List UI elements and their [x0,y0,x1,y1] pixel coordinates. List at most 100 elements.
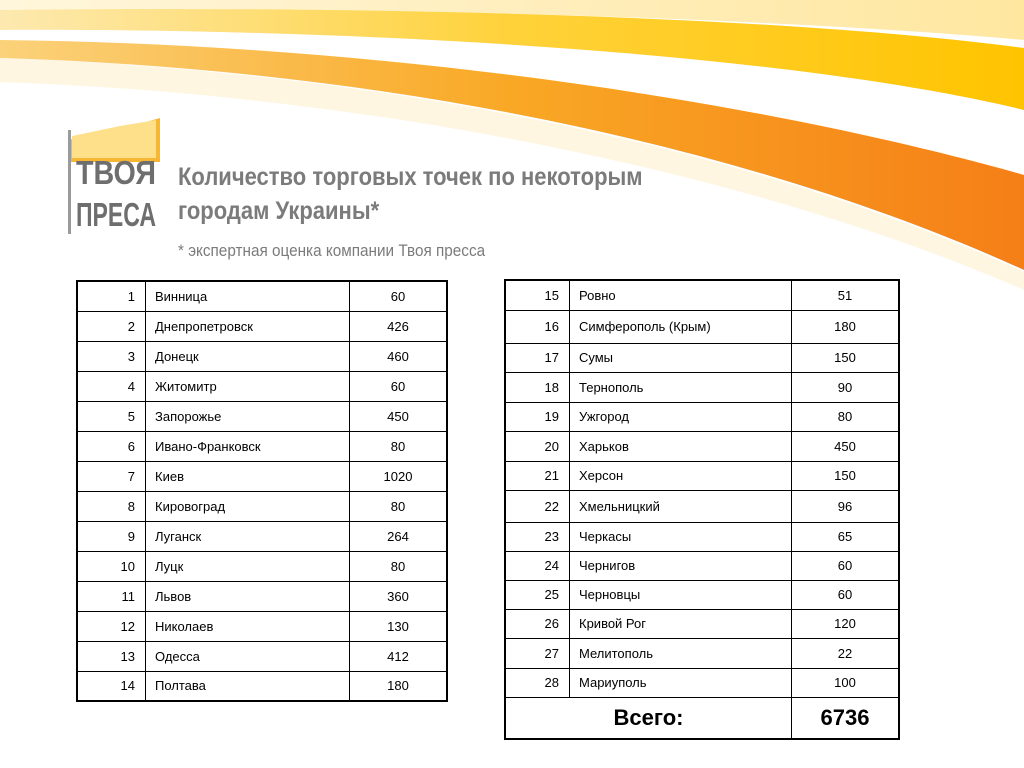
page-title: Количество торговых точек по некоторым г… [178,160,706,228]
outlet-count: 360 [349,580,448,612]
outlet-count: 412 [349,640,448,672]
outlet-count: 150 [791,460,900,491]
outlet-count: 130 [349,610,448,642]
row-number: 9 [76,520,146,552]
table-row: 12 Николаев 130 [76,610,448,642]
city-name: Николаев [145,610,350,642]
city-name: Львов [145,580,350,612]
table-row: 26 Кривой Рог 120 [504,608,900,639]
row-number: 27 [504,637,570,669]
outlet-count: 264 [349,520,448,552]
table-row: 14 Полтава 180 [76,670,448,702]
table-row: 15 Ровно 51 [504,279,900,311]
city-name: Киев [145,460,350,492]
table-row: 7 Киев 1020 [76,460,448,492]
outlet-count: 65 [791,521,900,552]
city-name: Ровно [569,279,792,311]
outlet-count: 100 [791,667,900,698]
row-number: 17 [504,342,570,373]
row-number: 6 [76,430,146,462]
city-name: Луцк [145,550,350,582]
row-number: 19 [504,401,570,432]
city-name: Черкасы [569,521,792,552]
row-number: 22 [504,489,570,523]
city-name: Чернигов [569,550,792,581]
city-name: Одесса [145,640,350,672]
row-number: 18 [504,371,570,403]
outlet-count: 22 [791,637,900,669]
row-number: 21 [504,460,570,491]
total-value: 6736 [791,696,900,740]
outlet-count: 60 [791,550,900,581]
table-row: 5 Запорожье 450 [76,400,448,432]
row-number: 16 [504,309,570,344]
row-number: 3 [76,340,146,372]
city-name: Мелитополь [569,637,792,669]
city-name: Житомитр [145,370,350,402]
city-name: Донецк [145,340,350,372]
outlet-count: 120 [791,608,900,639]
city-name: Харьков [569,430,792,462]
table-row: 23 Черкасы 65 [504,521,900,552]
table-row: 18 Тернополь 90 [504,371,900,403]
row-number: 24 [504,550,570,581]
logo-line1: ТВОЯ [76,154,156,191]
outlet-count: 80 [349,430,448,462]
city-name: Тернополь [569,371,792,403]
title-line-1: Количество торговых точек по некоторым [178,163,643,191]
outlet-count: 80 [349,550,448,582]
outlet-count: 60 [349,280,448,312]
title-line-2: городам Украины* [178,197,380,225]
city-name: Кировоград [145,490,350,522]
city-name: Винница [145,280,350,312]
city-name: Ужгород [569,401,792,432]
row-number: 14 [76,670,146,702]
table-row: 16 Симферополь (Крым) 180 [504,309,900,344]
row-number: 1 [76,280,146,312]
cities-table-right: 15 Ровно 51 16 Симферополь (Крым) 180 17 Сумы 15… [504,279,900,740]
outlet-count: 80 [791,401,900,432]
row-number: 11 [76,580,146,612]
city-name: Кривой Рог [569,608,792,639]
table-row: 10 Луцк 80 [76,550,448,582]
outlet-count: 426 [349,310,448,342]
row-number: 26 [504,608,570,639]
row-number: 5 [76,400,146,432]
outlet-count: 460 [349,340,448,372]
table-row: 8 Кировоград 80 [76,490,448,522]
outlet-count: 96 [791,489,900,523]
table-row: 13 Одесса 412 [76,640,448,672]
city-name: Херсон [569,460,792,491]
table-row: 27 Мелитополь 22 [504,637,900,669]
outlet-count: 60 [349,370,448,402]
total-label: Всего: [504,696,792,740]
table-row: 21 Херсон 150 [504,460,900,491]
table-row: 24 Чернигов 60 [504,550,900,581]
row-number: 2 [76,310,146,342]
decorative-swoosh [0,0,1024,290]
cities-table-left: 1 Винница 60 2 Днепропетровск 426 3 Донецк 460 4 Ж… [76,280,448,702]
row-number: 28 [504,667,570,698]
outlet-count: 60 [791,579,900,610]
outlet-count: 180 [791,309,900,344]
row-number: 25 [504,579,570,610]
table-row: 25 Черновцы 60 [504,579,900,610]
table-row: 6 Ивано-Франковск 80 [76,430,448,462]
outlet-count: 450 [791,430,900,462]
company-logo: ТВОЯ ПРЕСА [66,118,162,236]
outlet-count: 51 [791,279,900,311]
logo-line2: ПРЕСА [76,196,156,233]
row-number: 8 [76,490,146,522]
table-row: 4 Житомитр 60 [76,370,448,402]
row-number: 12 [76,610,146,642]
table-row: 9 Луганск 264 [76,520,448,552]
outlet-count: 80 [349,490,448,522]
outlet-count: 180 [349,670,448,702]
city-name: Мариуполь [569,667,792,698]
outlet-count: 90 [791,371,900,403]
row-number: 10 [76,550,146,582]
row-number: 13 [76,640,146,672]
table-row: 11 Львов 360 [76,580,448,612]
footnote: * экспертная оценка компании Твоя пресса [178,241,486,260]
city-name: Хмельницкий [569,489,792,523]
